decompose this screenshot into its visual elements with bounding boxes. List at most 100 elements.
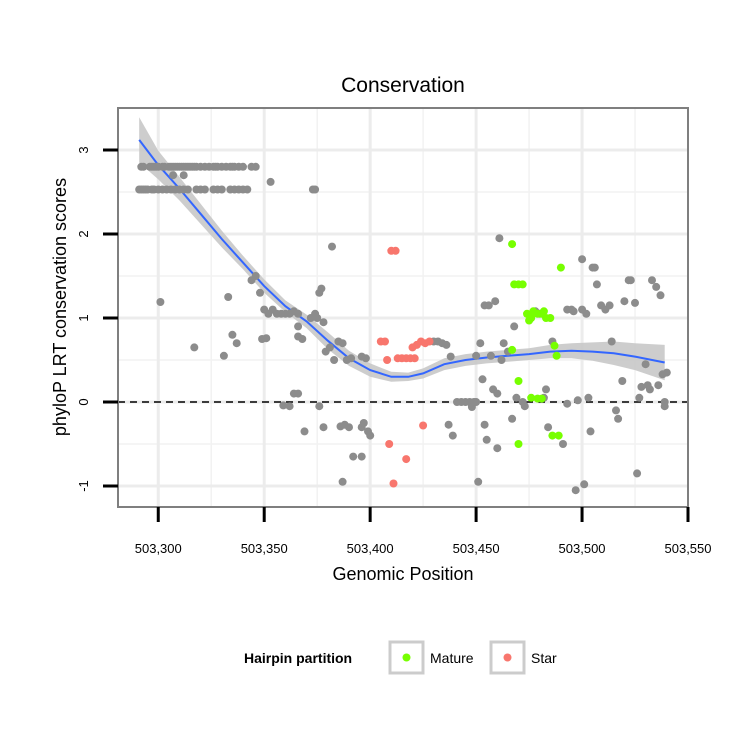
data-point <box>569 307 578 316</box>
y-tick-label: 1 <box>76 314 91 321</box>
data-point <box>224 293 233 301</box>
data-point <box>656 291 665 300</box>
data-point <box>527 393 536 402</box>
data-point <box>493 389 502 398</box>
data-point <box>544 423 553 432</box>
data-point <box>546 314 555 322</box>
data-point <box>232 339 241 348</box>
data-point <box>385 440 394 448</box>
data-point <box>578 255 587 264</box>
x-tick-label: 503,550 <box>665 541 712 556</box>
data-point <box>313 314 322 322</box>
data-point <box>508 345 517 354</box>
data-point <box>573 396 582 405</box>
data-point <box>294 309 303 318</box>
data-point <box>266 177 275 186</box>
data-point <box>391 246 400 255</box>
smooth-line <box>138 139 665 378</box>
chart-title: Conservation <box>341 74 465 97</box>
data-point <box>217 185 226 194</box>
data-point <box>648 276 656 285</box>
data-point <box>508 240 517 249</box>
data-point <box>251 272 260 280</box>
data-point <box>582 309 591 318</box>
legend: Hairpin partition Mature Star <box>244 640 557 675</box>
data-point <box>262 334 271 343</box>
data-point <box>419 421 428 430</box>
data-point <box>444 420 453 429</box>
data-point <box>491 297 500 306</box>
series-star <box>376 246 434 488</box>
data-point <box>645 385 654 394</box>
data-point <box>383 356 392 364</box>
data-point <box>637 382 646 391</box>
y-tick-label: -1 <box>76 480 91 492</box>
data-point <box>618 377 627 385</box>
legend-label-mature: Mature <box>430 650 474 666</box>
data-point <box>156 298 165 306</box>
y-tick-label: 2 <box>76 230 91 237</box>
data-point <box>480 420 489 429</box>
data-point <box>512 393 521 402</box>
data-point <box>537 394 546 403</box>
data-point <box>402 455 411 464</box>
data-point <box>514 440 523 448</box>
data-point <box>294 322 303 331</box>
data-point <box>300 427 309 436</box>
data-point <box>652 282 661 291</box>
data-point <box>486 351 495 360</box>
data-point <box>357 452 366 461</box>
x-tick-label: 503,450 <box>453 541 500 556</box>
data-point <box>345 423 353 432</box>
x-tick-label: 503,300 <box>135 541 182 556</box>
data-point <box>200 185 209 194</box>
data-point <box>476 339 485 348</box>
data-point <box>183 185 192 194</box>
data-point <box>660 402 669 411</box>
data-point <box>605 301 614 310</box>
data-point <box>472 351 481 360</box>
data-point <box>338 339 347 348</box>
data-point <box>550 341 559 350</box>
data-point <box>482 435 491 444</box>
data-point <box>139 162 148 171</box>
data-point <box>349 452 358 461</box>
data-point <box>556 263 565 272</box>
data-point <box>285 402 294 411</box>
data-point <box>518 280 527 289</box>
data-point <box>592 280 601 289</box>
data-point <box>654 381 663 390</box>
data-point <box>381 337 389 346</box>
y-tick-label: 0 <box>76 398 91 405</box>
y-tick-label: 3 <box>76 146 91 153</box>
data-point <box>542 385 550 394</box>
x-axis-title: Genomic Position <box>332 564 473 584</box>
panel-border <box>117 107 689 508</box>
smooth-layer <box>118 117 688 403</box>
series-other <box>135 162 671 495</box>
data-point <box>586 427 595 436</box>
panel-background <box>118 108 688 507</box>
data-point <box>497 356 506 364</box>
data-point <box>243 185 252 194</box>
x-tick-label: 503,400 <box>347 541 394 556</box>
data-point <box>328 242 336 251</box>
data-point <box>315 402 324 411</box>
data-point <box>584 393 593 402</box>
data-point <box>514 377 523 385</box>
x-tick-label: 503,350 <box>241 541 288 556</box>
data-point <box>442 340 451 349</box>
data-point <box>359 419 368 427</box>
data-point <box>499 339 508 348</box>
legend-title: Hairpin partition <box>244 650 352 666</box>
data-point <box>607 337 616 346</box>
data-point <box>559 440 567 448</box>
data-point <box>319 318 328 327</box>
data-point <box>635 393 644 402</box>
data-point <box>446 352 455 361</box>
data-point <box>294 389 303 398</box>
data-point <box>548 431 557 440</box>
axes-layer: 503,300 503,350 503,400 503,450 503,500 503,5… <box>76 107 712 556</box>
data-point <box>620 297 629 306</box>
data-point <box>330 356 339 364</box>
